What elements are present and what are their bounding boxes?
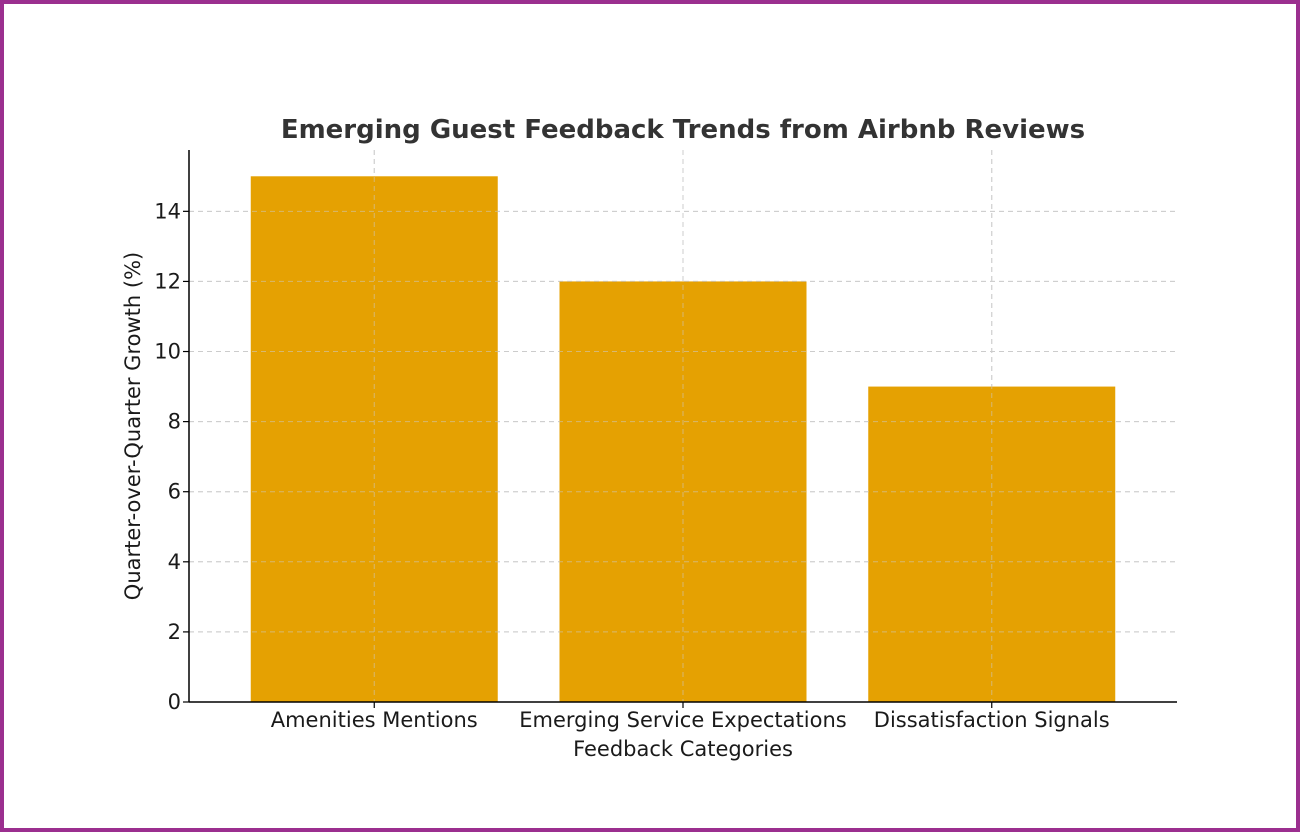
bar-layer: [189, 150, 1177, 703]
y-tick-label-4: 4: [168, 550, 181, 574]
axis-layer: 0 2 4 6 8 10 12 14 Amenities Mentions Emerging Se…: [154, 150, 1177, 732]
y-axis-label: Quarter-over-Quarter Growth (%): [121, 252, 145, 600]
x-tick-label-0: Amenities Mentions: [271, 708, 478, 732]
x-tick-label-1: Emerging Service Expectations: [519, 708, 846, 732]
x-axis-label: Feedback Categories: [573, 737, 793, 761]
y-tick-label-8: 8: [168, 410, 181, 434]
x-tick-label-2: Dissatisfaction Signals: [874, 708, 1110, 732]
y-tick-label-2: 2: [168, 620, 181, 644]
y-tick-label-0: 0: [168, 690, 181, 714]
y-tick-label-10: 10: [154, 340, 181, 364]
y-tick-label-12: 12: [154, 269, 181, 293]
y-tick-label-6: 6: [168, 480, 181, 504]
chart-title: Emerging Guest Feedback Trends from Airb…: [281, 115, 1085, 145]
y-tick-label-14: 14: [154, 199, 181, 223]
